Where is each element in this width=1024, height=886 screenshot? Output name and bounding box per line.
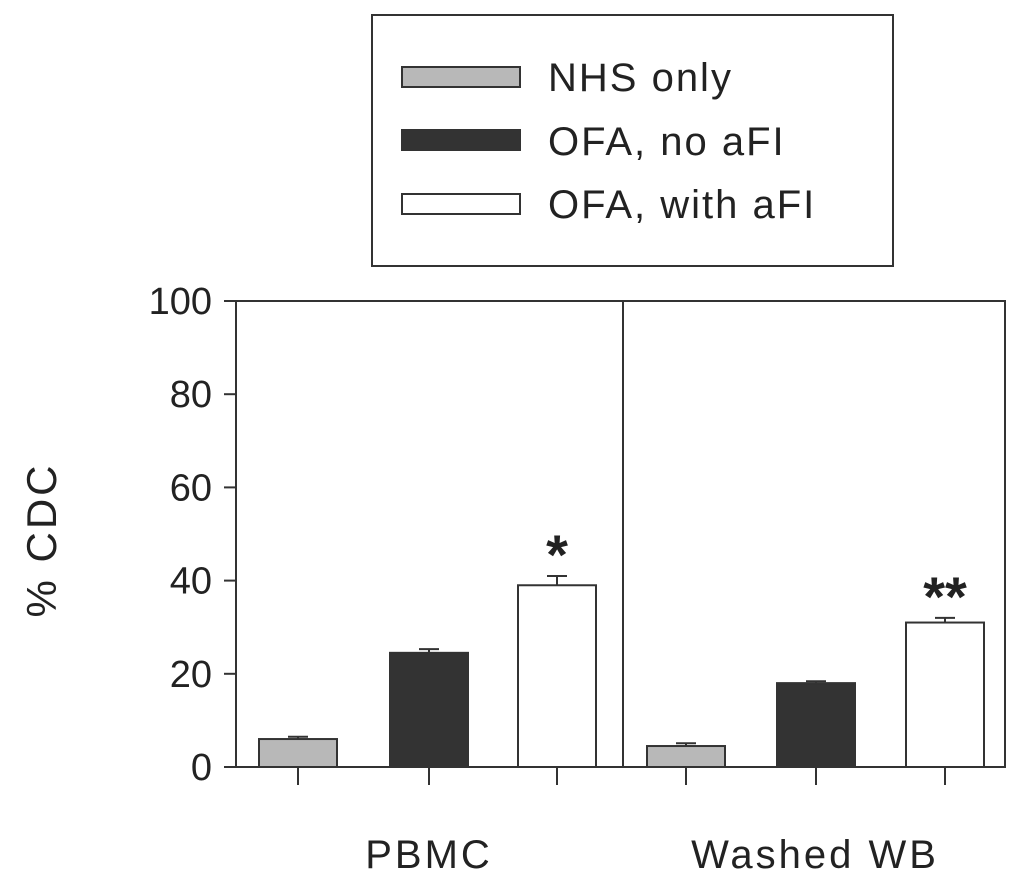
- legend-label-ofa-no-afi: OFA, no aFI: [548, 120, 786, 164]
- bars: [258, 574, 985, 769]
- legend-swatch-ofa-with-afi: [401, 193, 521, 215]
- y-tick-label: 80: [170, 374, 212, 416]
- y-tick-label: 60: [170, 467, 212, 509]
- x-axis: [297, 767, 946, 785]
- significance-annotation-pbmc: *: [546, 523, 568, 586]
- bar: [646, 745, 726, 769]
- category-label-washed-wb: Washed WB: [691, 833, 939, 877]
- bar: [776, 682, 856, 768]
- bar: [389, 651, 469, 769]
- y-tick-label: 40: [170, 561, 212, 603]
- significance-annotation-washed-wb: **: [923, 565, 967, 628]
- bar: [517, 584, 597, 769]
- category-label-pbmc: PBMC: [365, 833, 493, 877]
- y-tick-label: 20: [170, 654, 212, 696]
- y-axis: 0 20 40 60 80 100: [149, 281, 236, 789]
- plot-frame: [235, 300, 1006, 768]
- legend-label-ofa-with-afi: OFA, with aFI: [548, 183, 816, 227]
- y-tick-label: 100: [149, 281, 212, 323]
- legend-swatch-ofa-no-afi: [401, 129, 521, 151]
- y-tick-label: 0: [191, 747, 212, 789]
- legend-swatch-nhs-only: [401, 66, 521, 88]
- y-axis-label: % CDC: [18, 462, 65, 617]
- legend: NHS only OFA, no aFI OFA, with aFI: [371, 14, 894, 267]
- bar: [905, 621, 985, 768]
- legend-label-nhs-only: NHS only: [548, 56, 733, 100]
- bar: [258, 738, 338, 768]
